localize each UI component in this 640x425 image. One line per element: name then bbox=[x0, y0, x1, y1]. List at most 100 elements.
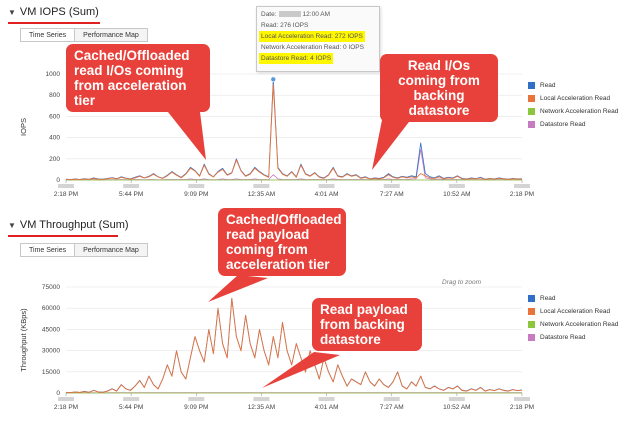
tab-time-series[interactable]: Time Series bbox=[20, 28, 76, 42]
redacted-date-tick bbox=[383, 397, 400, 401]
callout-iops-right: Read I/Os coming from backing datastore bbox=[380, 54, 498, 122]
hover-point-marker[interactable] bbox=[270, 76, 277, 83]
tab-performance-map[interactable]: Performance Map bbox=[75, 243, 148, 257]
tooltip-network-row: Network Acceleration Read: 0 IOPS bbox=[261, 44, 364, 51]
y-tick-label: 200 bbox=[49, 156, 60, 163]
redacted-date bbox=[278, 11, 301, 18]
collapse-caret-icon[interactable]: ▼ bbox=[8, 221, 16, 230]
iops-title-text: VM IOPS (Sum) bbox=[19, 6, 99, 18]
x-tick-label: 4:01 AM bbox=[315, 191, 339, 198]
y-axis-label: IOPS bbox=[19, 118, 28, 136]
redacted-date-tick bbox=[448, 397, 465, 401]
callout-arrow-iops-right bbox=[372, 110, 412, 170]
data-tooltip: Date: 12:00 AM Read: 276 IOPS Local Accel… bbox=[256, 6, 380, 72]
iops-title-underline bbox=[8, 22, 100, 24]
y-axis-label: Throughput (KBps) bbox=[19, 308, 28, 372]
redacted-date-tick bbox=[383, 184, 400, 188]
legend-swatch bbox=[528, 95, 535, 102]
x-tick-label: 12:35 AM bbox=[248, 404, 275, 411]
redacted-date-tick bbox=[188, 184, 205, 188]
series-line-local-acceleration-read bbox=[65, 298, 523, 394]
tooltip-local-row: Local Acceleration Read: 272 IOPS bbox=[259, 31, 365, 42]
redacted-date-tick bbox=[123, 397, 140, 401]
legend-label: Network Acceleration Read bbox=[540, 108, 619, 115]
legend-label: Local Acceleration Read bbox=[540, 308, 611, 315]
x-tick-label: 2:18 PM bbox=[54, 191, 78, 198]
x-tick-label: 10:52 AM bbox=[443, 404, 470, 411]
throughput-section-title[interactable]: ▼ VM Throughput (Sum) bbox=[8, 219, 129, 231]
legend-item-local-acceleration-read[interactable]: Local Acceleration Read bbox=[528, 305, 618, 318]
redacted-date-tick bbox=[448, 184, 465, 188]
drag-to-zoom-hint: Drag to zoom bbox=[442, 279, 482, 286]
tooltip-date-row: Date: 12:00 AM bbox=[261, 9, 375, 20]
x-tick-label: 12:35 AM bbox=[248, 191, 275, 198]
legend-swatch bbox=[528, 121, 535, 128]
legend-item-read[interactable]: Read bbox=[528, 292, 618, 305]
x-tick-label: 4:01 AM bbox=[315, 404, 339, 411]
legend-item-datastore-read[interactable]: Datastore Read bbox=[528, 118, 618, 131]
legend-label: Datastore Read bbox=[540, 121, 586, 128]
y-tick-label: 400 bbox=[49, 135, 60, 142]
series-line-local-acceleration-read bbox=[65, 84, 523, 181]
x-tick-label: 5:44 PM bbox=[119, 404, 143, 411]
y-tick-label: 600 bbox=[49, 113, 60, 120]
redacted-date-tick bbox=[514, 184, 530, 188]
x-tick-label: 10:52 AM bbox=[443, 191, 470, 198]
tooltip-date-label: Date: bbox=[261, 11, 277, 18]
callout-iops-left: Cached/Offloaded read I/Os coming from a… bbox=[66, 44, 210, 112]
redacted-date-tick bbox=[253, 184, 270, 188]
legend-label: Read bbox=[540, 82, 556, 89]
redacted-date-tick bbox=[123, 184, 140, 188]
callout-arrow-throughput-right bbox=[262, 352, 340, 388]
legend-swatch bbox=[528, 308, 535, 315]
series-line-read bbox=[65, 297, 523, 394]
throughput-legend: Read Local Acceleration Read Network Acc… bbox=[528, 292, 618, 344]
legend-label: Datastore Read bbox=[540, 334, 586, 341]
y-tick-label: 800 bbox=[49, 92, 60, 99]
legend-item-read[interactable]: Read bbox=[528, 79, 618, 92]
x-tick-label: 7:27 AM bbox=[380, 404, 404, 411]
y-tick-label: 15000 bbox=[42, 369, 60, 376]
callout-arrows bbox=[168, 110, 412, 388]
callout-arrow-throughput-top bbox=[208, 275, 268, 302]
tab-time-series[interactable]: Time Series bbox=[20, 243, 76, 257]
x-tick-label: 2:18 PM bbox=[510, 191, 534, 198]
throughput-title-text: VM Throughput (Sum) bbox=[19, 219, 129, 231]
x-tick-label: 2:18 PM bbox=[510, 404, 534, 411]
legend-swatch bbox=[528, 295, 535, 302]
legend-swatch bbox=[528, 334, 535, 341]
y-tick-label: 75000 bbox=[42, 284, 60, 291]
legend-label: Read bbox=[540, 295, 556, 302]
throughput-view-tabs: Time Series Performance Map bbox=[20, 243, 148, 257]
redacted-date-tick bbox=[253, 397, 270, 401]
y-tick-label: 0 bbox=[56, 390, 60, 397]
legend-item-local-acceleration-read[interactable]: Local Acceleration Read bbox=[528, 92, 618, 105]
tooltip-date-time: 12:00 AM bbox=[302, 11, 331, 18]
redacted-date-tick bbox=[318, 397, 335, 401]
throughput-chart[interactable]: 0 15000 30000 45000 60000 75000 Throughput (KB… bbox=[19, 284, 534, 411]
iops-view-tabs: Time Series Performance Map bbox=[20, 28, 148, 42]
throughput-title-underline bbox=[8, 235, 118, 237]
redacted-date-tick bbox=[514, 397, 530, 401]
x-tick-label: 9:09 PM bbox=[184, 191, 208, 198]
legend-swatch bbox=[528, 108, 535, 115]
tab-performance-map[interactable]: Performance Map bbox=[75, 28, 148, 42]
tooltip-read-row: Read: 276 IOPS bbox=[261, 22, 309, 29]
redacted-date-tick bbox=[188, 397, 205, 401]
x-tick-label: 5:44 PM bbox=[119, 191, 143, 198]
redacted-date-tick bbox=[318, 184, 335, 188]
legend-item-network-acceleration-read[interactable]: Network Acceleration Read bbox=[528, 105, 618, 118]
x-tick-label: 2:18 PM bbox=[54, 404, 78, 411]
y-tick-label: 30000 bbox=[42, 348, 60, 355]
iops-section-title[interactable]: ▼ VM IOPS (Sum) bbox=[8, 6, 99, 18]
redacted-date-tick bbox=[58, 184, 74, 188]
legend-item-datastore-read[interactable]: Datastore Read bbox=[528, 331, 618, 344]
redacted-date-tick bbox=[58, 397, 74, 401]
legend-label: Local Acceleration Read bbox=[540, 95, 611, 102]
callout-throughput-right: Read payload from backing datastore bbox=[312, 298, 422, 351]
collapse-caret-icon[interactable]: ▼ bbox=[8, 8, 16, 17]
x-tick-label: 7:27 AM bbox=[380, 191, 404, 198]
legend-swatch bbox=[528, 321, 535, 328]
legend-item-network-acceleration-read[interactable]: Network Acceleration Read bbox=[528, 318, 618, 331]
